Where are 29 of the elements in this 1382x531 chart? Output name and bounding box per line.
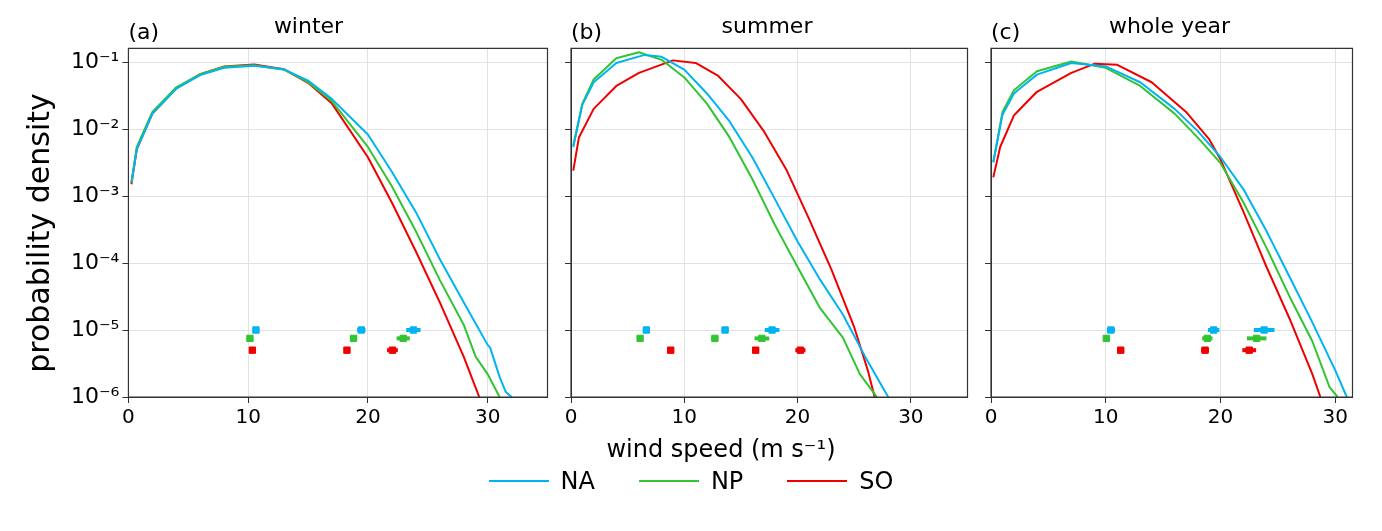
y-tick-label: 10⁻⁶ [70, 382, 120, 408]
x-tick-label: 30 [1322, 404, 1349, 429]
legend-label: NA [560, 467, 595, 495]
text: (c) [991, 19, 1021, 45]
legend-label: SO [859, 467, 894, 495]
x-axis-title: wind speed (m s⁻¹) [605, 435, 837, 463]
x-tick-label: 30 [898, 404, 924, 429]
y-axis-title: probability density [20, 93, 56, 373]
x-tick-label: 10 [671, 404, 698, 429]
x-tick-label: 10 [1093, 404, 1119, 429]
legend-label: NP [710, 467, 744, 495]
x-tick-label: 20 [355, 404, 381, 429]
y-tick-label: 10⁻¹ [70, 47, 120, 73]
x-tick-label: 0 [122, 404, 135, 429]
y-tick-label: 10⁻³ [70, 181, 120, 207]
x-tick-label: 20 [1207, 404, 1234, 429]
chart-title: summer [721, 12, 814, 38]
x-tick-label: 0 [984, 404, 998, 429]
x-tick-label: 10 [235, 404, 261, 429]
x-tick-label: 30 [474, 404, 501, 429]
chart-title: whole year [1108, 12, 1232, 38]
x-tick-label: 20 [784, 404, 811, 429]
text: (a) [128, 19, 160, 45]
x-tick-label: 0 [564, 404, 578, 429]
chart-title: winter [273, 12, 345, 38]
y-tick-label: 10⁻⁵ [70, 315, 120, 341]
text: (b) [571, 19, 603, 45]
y-tick-label: 10⁻² [70, 114, 120, 140]
y-tick-label: 10⁻⁴ [70, 248, 120, 274]
